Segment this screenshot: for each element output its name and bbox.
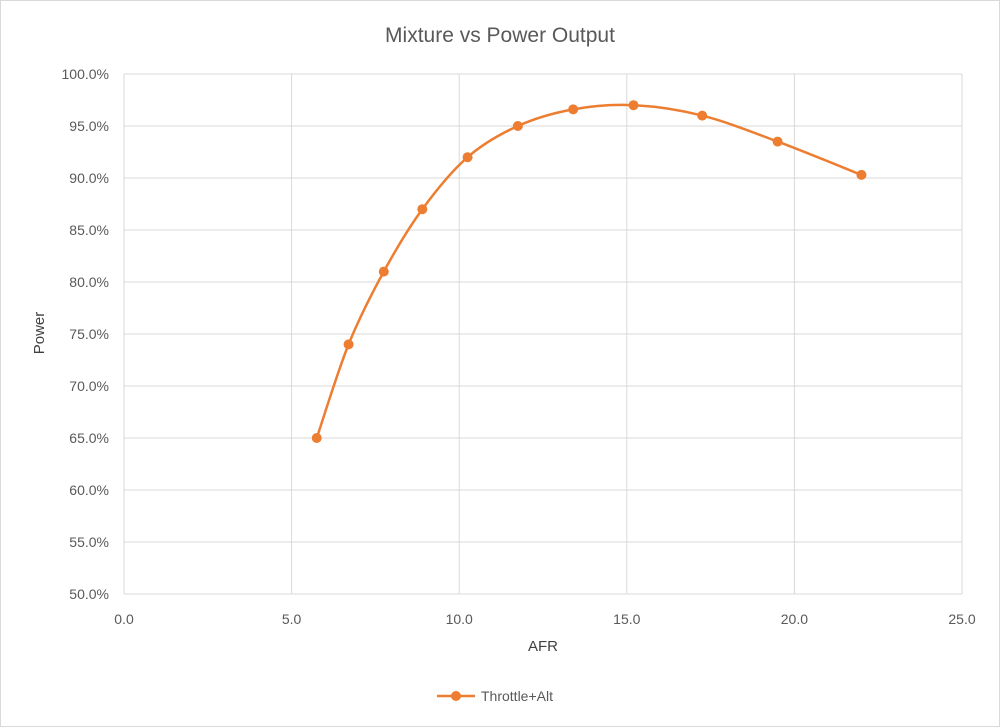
- x-tick-label: 25.0: [948, 611, 975, 627]
- grid-lines: [123, 73, 963, 595]
- y-tick-label: 100.0%: [62, 66, 109, 82]
- x-tick-label: 15.0: [613, 611, 640, 627]
- data-point: [772, 136, 783, 147]
- y-tick-label: 75.0%: [69, 326, 109, 342]
- x-tick-label: 5.0: [282, 611, 302, 627]
- legend-marker: [451, 691, 461, 701]
- x-axis-label: AFR: [528, 638, 558, 655]
- y-tick-label: 70.0%: [69, 378, 109, 394]
- data-point: [343, 339, 354, 350]
- y-axis-ticks: 50.0% 55.0% 60.0% 65.0% 70.0% 75.0% 80.0% 85.0%…: [62, 66, 109, 602]
- data-point: [378, 266, 389, 277]
- y-tick-label: 80.0%: [69, 274, 109, 290]
- y-tick-label: 50.0%: [69, 586, 109, 602]
- y-tick-label: 65.0%: [69, 430, 109, 446]
- x-tick-label: 20.0: [781, 611, 808, 627]
- data-point: [568, 104, 579, 115]
- y-axis-label: Power: [31, 312, 48, 355]
- legend: Throttle+Alt: [437, 688, 553, 704]
- data-point: [417, 204, 428, 215]
- y-tick-label: 85.0%: [69, 222, 109, 238]
- data-point: [856, 169, 867, 180]
- x-tick-label: 10.0: [446, 611, 473, 627]
- y-tick-label: 90.0%: [69, 170, 109, 186]
- legend-series-name: Throttle+Alt: [481, 688, 553, 704]
- data-point: [512, 121, 523, 131]
- data-point: [697, 110, 708, 121]
- x-tick-label: 0.0: [114, 611, 134, 627]
- chart-title: Mixture vs Power Output: [385, 24, 615, 47]
- data-point: [462, 152, 473, 163]
- data-point: [311, 433, 322, 443]
- x-axis-ticks: 0.0 5.0 10.0 15.0 20.0 25.0: [114, 611, 976, 627]
- series-line: [315, 103, 862, 439]
- data-point: [628, 100, 639, 111]
- y-tick-label: 95.0%: [69, 118, 109, 134]
- data-series: [311, 100, 867, 443]
- y-tick-label: 60.0%: [69, 482, 109, 498]
- y-tick-label: 55.0%: [69, 534, 109, 550]
